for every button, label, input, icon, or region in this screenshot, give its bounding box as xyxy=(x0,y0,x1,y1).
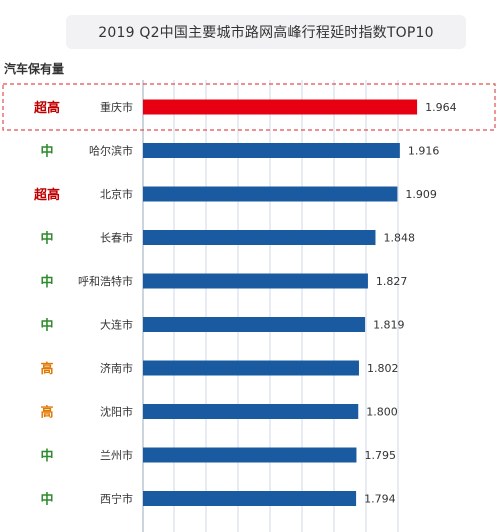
city-label: 重庆市 xyxy=(100,100,133,114)
value-label: 1.827 xyxy=(376,275,408,288)
city-label: 济南市 xyxy=(100,361,133,375)
bar-highlighted xyxy=(143,99,418,115)
bar xyxy=(143,143,400,158)
ownership-level-label: 高 xyxy=(40,405,53,421)
value-label: 1.795 xyxy=(364,449,396,462)
value-label: 1.916 xyxy=(408,145,440,158)
bar xyxy=(143,273,368,289)
ownership-level-label: 中 xyxy=(40,274,53,290)
bar xyxy=(143,230,376,245)
bar xyxy=(143,360,359,376)
ownership-level-label: 中 xyxy=(40,318,53,334)
city-label: 北京市 xyxy=(100,187,133,201)
city-label: 沈阳市 xyxy=(100,405,133,419)
ownership-level-label: 高 xyxy=(40,361,53,377)
city-label: 兰州市 xyxy=(100,448,133,462)
value-label: 1.964 xyxy=(425,101,457,114)
city-label: 大连市 xyxy=(100,318,133,332)
value-label: 1.819 xyxy=(373,319,405,332)
value-label: 1.800 xyxy=(366,406,398,419)
ownership-level-label: 中 xyxy=(40,144,53,160)
ownership-header: 汽车保有量 xyxy=(4,62,65,76)
value-label: 1.909 xyxy=(405,188,437,201)
chart-title: 2019 Q2中国主要城市路网高峰行程延时指数TOP10 xyxy=(66,15,466,49)
city-label: 长春市 xyxy=(100,231,133,245)
value-label: 1.848 xyxy=(383,232,415,245)
city-label: 哈尔滨市 xyxy=(89,144,133,158)
ownership-level-label: 中 xyxy=(40,448,53,464)
highlight-box xyxy=(2,83,496,131)
ownership-level-label: 中 xyxy=(40,231,53,247)
bar xyxy=(143,447,357,463)
bar xyxy=(143,491,357,506)
bar xyxy=(143,317,366,332)
value-label: 1.802 xyxy=(367,362,399,375)
value-label: 1.794 xyxy=(364,493,396,506)
bar xyxy=(143,404,359,419)
ownership-level-label: 中 xyxy=(40,492,53,508)
city-label: 呼和浩特市 xyxy=(78,274,133,288)
city-label: 西宁市 xyxy=(100,492,133,506)
bar xyxy=(143,186,398,202)
ownership-level-label: 超高 xyxy=(34,187,60,203)
ownership-level-label: 超高 xyxy=(34,100,60,116)
